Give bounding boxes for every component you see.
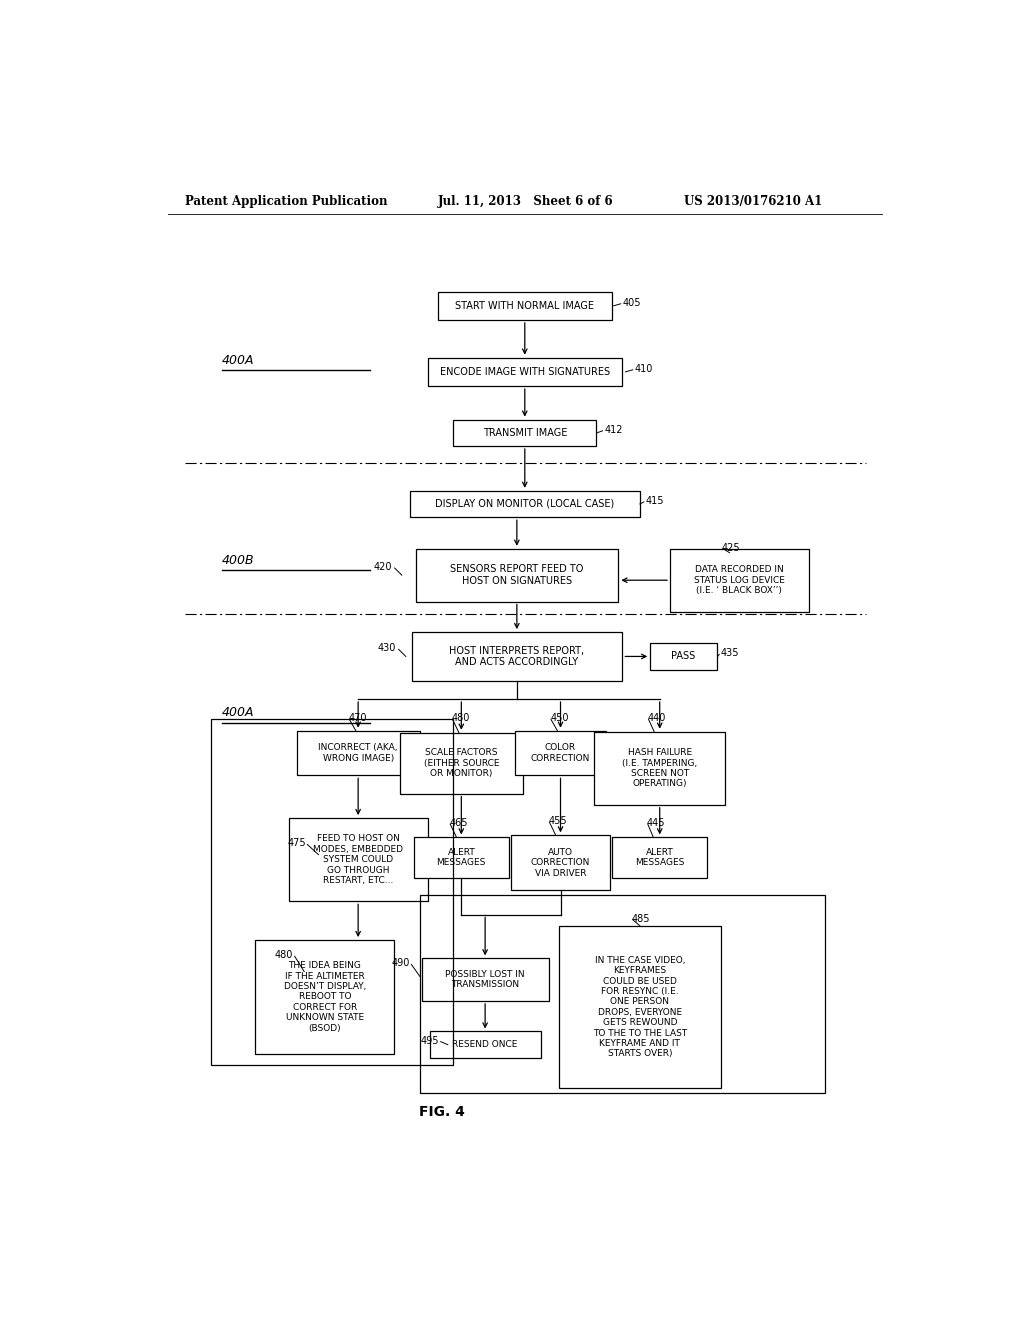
Text: ALERT
MESSAGES: ALERT MESSAGES <box>635 847 684 867</box>
Text: SCALE FACTORS
(EITHER SOURCE
OR MONITOR): SCALE FACTORS (EITHER SOURCE OR MONITOR) <box>424 748 499 777</box>
Text: IN THE CASE VIDEO,
KEYFRAMES
COULD BE USED
FOR RESYNC (I.E.
ONE PERSON
DROPS, EV: IN THE CASE VIDEO, KEYFRAMES COULD BE US… <box>593 956 687 1059</box>
Text: 480: 480 <box>452 713 470 723</box>
Text: Jul. 11, 2013   Sheet 6 of 6: Jul. 11, 2013 Sheet 6 of 6 <box>437 194 613 207</box>
FancyBboxPatch shape <box>650 643 717 669</box>
Text: HOST INTERPRETS REPORT,
AND ACTS ACCORDINGLY: HOST INTERPRETS REPORT, AND ACTS ACCORDI… <box>450 645 585 667</box>
FancyBboxPatch shape <box>422 958 549 1001</box>
Text: THE IDEA BEING
IF THE ALTIMETER
DOESN’T DISPLAY,
REBOOT TO
CORRECT FOR
UNKNOWN S: THE IDEA BEING IF THE ALTIMETER DOESN’T … <box>284 961 366 1032</box>
Text: 425: 425 <box>722 543 740 553</box>
Text: 415: 415 <box>645 496 664 506</box>
FancyBboxPatch shape <box>430 1031 541 1057</box>
FancyBboxPatch shape <box>515 731 606 775</box>
Text: 445: 445 <box>647 818 666 828</box>
Text: 485: 485 <box>631 913 649 924</box>
FancyBboxPatch shape <box>416 549 618 602</box>
Text: 455: 455 <box>549 816 567 826</box>
Text: 490: 490 <box>391 958 410 969</box>
FancyBboxPatch shape <box>454 420 596 446</box>
Text: SENSORS REPORT FEED TO
HOST ON SIGNATURES: SENSORS REPORT FEED TO HOST ON SIGNATURE… <box>451 565 584 586</box>
Text: US 2013/0176210 A1: US 2013/0176210 A1 <box>684 194 822 207</box>
FancyBboxPatch shape <box>399 733 523 793</box>
Text: POSSIBLY LOST IN
TRANSMISSION: POSSIBLY LOST IN TRANSMISSION <box>445 970 525 990</box>
Text: 470: 470 <box>348 713 368 723</box>
Text: Patent Application Publication: Patent Application Publication <box>185 194 388 207</box>
Text: 400A: 400A <box>221 354 254 367</box>
FancyBboxPatch shape <box>410 491 640 517</box>
Text: 412: 412 <box>604 425 623 434</box>
Text: 400A: 400A <box>221 706 254 719</box>
Text: 405: 405 <box>623 298 641 308</box>
Text: 420: 420 <box>374 562 392 572</box>
Text: 475: 475 <box>287 838 306 849</box>
Text: 480: 480 <box>274 950 293 960</box>
FancyBboxPatch shape <box>511 836 610 890</box>
FancyBboxPatch shape <box>255 940 394 1053</box>
Text: DATA RECORDED IN
STATUS LOG DEVICE
(I.E. ‘ BLACK BOX’’): DATA RECORDED IN STATUS LOG DEVICE (I.E.… <box>693 565 784 595</box>
Text: 430: 430 <box>378 643 396 653</box>
Text: ALERT
MESSAGES: ALERT MESSAGES <box>436 847 486 867</box>
Text: DISPLAY ON MONITOR (LOCAL CASE): DISPLAY ON MONITOR (LOCAL CASE) <box>435 499 614 510</box>
FancyBboxPatch shape <box>412 632 622 681</box>
Text: INCORRECT (AKA,
WRONG IMAGE): INCORRECT (AKA, WRONG IMAGE) <box>318 743 398 763</box>
Text: 410: 410 <box>634 364 652 374</box>
Text: 465: 465 <box>450 818 468 828</box>
FancyBboxPatch shape <box>289 818 428 902</box>
Text: RESEND ONCE: RESEND ONCE <box>453 1040 518 1049</box>
Text: 495: 495 <box>421 1036 439 1045</box>
FancyBboxPatch shape <box>612 837 708 878</box>
FancyBboxPatch shape <box>414 837 509 878</box>
Text: 450: 450 <box>550 713 568 723</box>
Text: COLOR
CORRECTION: COLOR CORRECTION <box>530 743 590 763</box>
FancyBboxPatch shape <box>437 292 612 319</box>
Text: 440: 440 <box>648 713 667 723</box>
Text: FIG. 4: FIG. 4 <box>419 1105 465 1119</box>
Text: AUTO
CORRECTION
VIA DRIVER: AUTO CORRECTION VIA DRIVER <box>530 847 590 878</box>
Text: ENCODE IMAGE WITH SIGNATURES: ENCODE IMAGE WITH SIGNATURES <box>439 367 610 376</box>
FancyBboxPatch shape <box>297 731 420 775</box>
FancyBboxPatch shape <box>558 925 721 1089</box>
Text: TRANSMIT IMAGE: TRANSMIT IMAGE <box>482 428 567 438</box>
FancyBboxPatch shape <box>594 731 725 805</box>
Text: PASS: PASS <box>672 652 695 661</box>
Text: START WITH NORMAL IMAGE: START WITH NORMAL IMAGE <box>456 301 594 310</box>
Text: 435: 435 <box>721 648 739 659</box>
FancyBboxPatch shape <box>428 358 622 385</box>
Text: 400B: 400B <box>221 554 254 568</box>
Text: HASH FAILURE
(I.E. TAMPERING,
SCREEN NOT
OPERATING): HASH FAILURE (I.E. TAMPERING, SCREEN NOT… <box>623 748 697 788</box>
FancyBboxPatch shape <box>670 549 809 611</box>
Text: FEED TO HOST ON
MODES, EMBEDDED
SYSTEM COULD
GO THROUGH
RESTART, ETC...: FEED TO HOST ON MODES, EMBEDDED SYSTEM C… <box>313 834 403 884</box>
